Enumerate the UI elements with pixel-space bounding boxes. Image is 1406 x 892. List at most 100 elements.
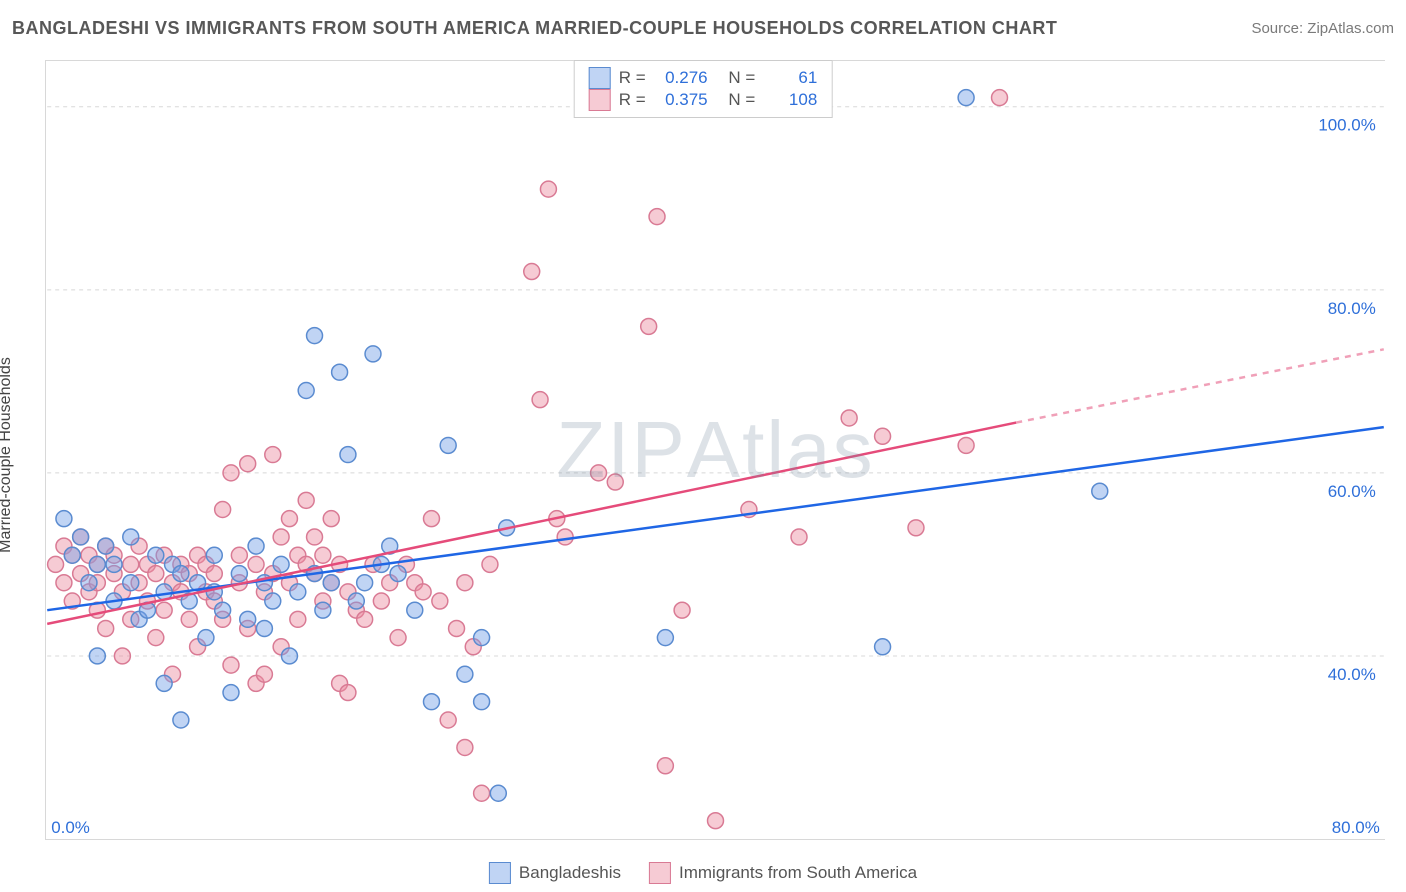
scatter-svg: 40.0% 60.0% 80.0% 100.0% 0.0% 80.0% (46, 61, 1385, 839)
point-series-b (123, 556, 139, 572)
point-series-b (315, 547, 331, 563)
point-series-a (265, 593, 281, 609)
point-series-a (73, 529, 89, 545)
point-series-a (490, 785, 506, 801)
point-series-b (256, 666, 272, 682)
point-series-a (290, 584, 306, 600)
point-series-a (281, 648, 297, 664)
point-series-a (156, 675, 172, 691)
point-series-a (365, 346, 381, 362)
ytick-label: 40.0% (1328, 665, 1376, 684)
point-series-b (674, 602, 690, 618)
r-value-a: 0.276 (654, 68, 708, 88)
point-series-a (198, 630, 214, 646)
point-series-a (273, 556, 289, 572)
legend-item-b: Immigrants from South America (649, 862, 917, 884)
point-series-a (390, 566, 406, 582)
point-series-a (231, 566, 247, 582)
point-series-b (248, 556, 264, 572)
point-series-a (440, 437, 456, 453)
n-label: N = (728, 68, 755, 88)
point-series-b (532, 392, 548, 408)
point-series-b (273, 529, 289, 545)
point-series-b (114, 648, 130, 664)
point-series-a (323, 575, 339, 591)
point-series-a (256, 621, 272, 637)
point-series-b (524, 264, 540, 280)
point-series-b (265, 447, 281, 463)
point-series-a (223, 685, 239, 701)
legend-label-b: Immigrants from South America (679, 863, 917, 883)
swatch-series-a (589, 67, 611, 89)
point-series-b (298, 492, 314, 508)
chart-title: BANGLADESHI VS IMMIGRANTS FROM SOUTH AME… (12, 18, 1057, 39)
swatch-series-a (489, 862, 511, 884)
swatch-series-b (649, 862, 671, 884)
stats-legend-box: R = 0.276 N = 61 R = 0.375 N = 108 (574, 60, 833, 118)
point-series-b (657, 758, 673, 774)
point-series-b (457, 739, 473, 755)
point-series-b (641, 318, 657, 334)
point-series-b (415, 584, 431, 600)
point-series-b (223, 465, 239, 481)
point-series-a (106, 556, 122, 572)
point-series-a (123, 575, 139, 591)
r-label: R = (619, 68, 646, 88)
point-series-b (181, 611, 197, 627)
point-series-a (173, 566, 189, 582)
point-series-b (56, 575, 72, 591)
point-series-b (607, 474, 623, 490)
point-series-b (457, 575, 473, 591)
legend-item-a: Bangladeshis (489, 862, 621, 884)
point-series-b (340, 685, 356, 701)
point-series-b (791, 529, 807, 545)
trendline-series-b (47, 423, 1016, 624)
ytick-label: 80.0% (1328, 299, 1376, 318)
bottom-legend: Bangladeshis Immigrants from South Ameri… (489, 862, 917, 884)
point-series-b (98, 621, 114, 637)
point-series-b (440, 712, 456, 728)
point-series-a (206, 547, 222, 563)
r-label: R = (619, 90, 646, 110)
point-series-b (424, 511, 440, 527)
point-series-a (240, 611, 256, 627)
xtick-label: 80.0% (1332, 818, 1380, 837)
r-value-b: 0.375 (654, 90, 708, 110)
stats-row-a: R = 0.276 N = 61 (589, 67, 818, 89)
point-series-b (373, 593, 389, 609)
point-series-a (89, 648, 105, 664)
chart-header: BANGLADESHI VS IMMIGRANTS FROM SOUTH AME… (12, 18, 1394, 39)
point-series-a (474, 694, 490, 710)
point-series-b (432, 593, 448, 609)
point-series-b (482, 556, 498, 572)
stats-row-b: R = 0.375 N = 108 (589, 89, 818, 111)
point-series-b (148, 630, 164, 646)
point-series-b (357, 611, 373, 627)
n-value-a: 61 (763, 68, 817, 88)
point-series-a (81, 575, 97, 591)
point-series-b (323, 511, 339, 527)
point-series-b (390, 630, 406, 646)
trendline-series-b-extension (1016, 349, 1384, 422)
point-series-a (248, 538, 264, 554)
ytick-label: 100.0% (1318, 116, 1375, 135)
chart-container: BANGLADESHI VS IMMIGRANTS FROM SOUTH AME… (0, 0, 1406, 892)
point-series-b (148, 566, 164, 582)
ytick-label: 60.0% (1328, 482, 1376, 501)
point-series-a (315, 602, 331, 618)
point-series-a (357, 575, 373, 591)
point-series-b (449, 621, 465, 637)
point-series-a (407, 602, 423, 618)
point-series-b (649, 209, 665, 225)
point-series-b (958, 437, 974, 453)
point-series-b (875, 428, 891, 444)
n-value-b: 108 (763, 90, 817, 110)
xtick-label: 0.0% (51, 818, 90, 837)
point-series-b (841, 410, 857, 426)
point-series-b (223, 657, 239, 673)
point-series-a (307, 328, 323, 344)
point-series-a (348, 593, 364, 609)
point-series-a (215, 602, 231, 618)
point-series-a (332, 364, 348, 380)
point-series-b (281, 511, 297, 527)
